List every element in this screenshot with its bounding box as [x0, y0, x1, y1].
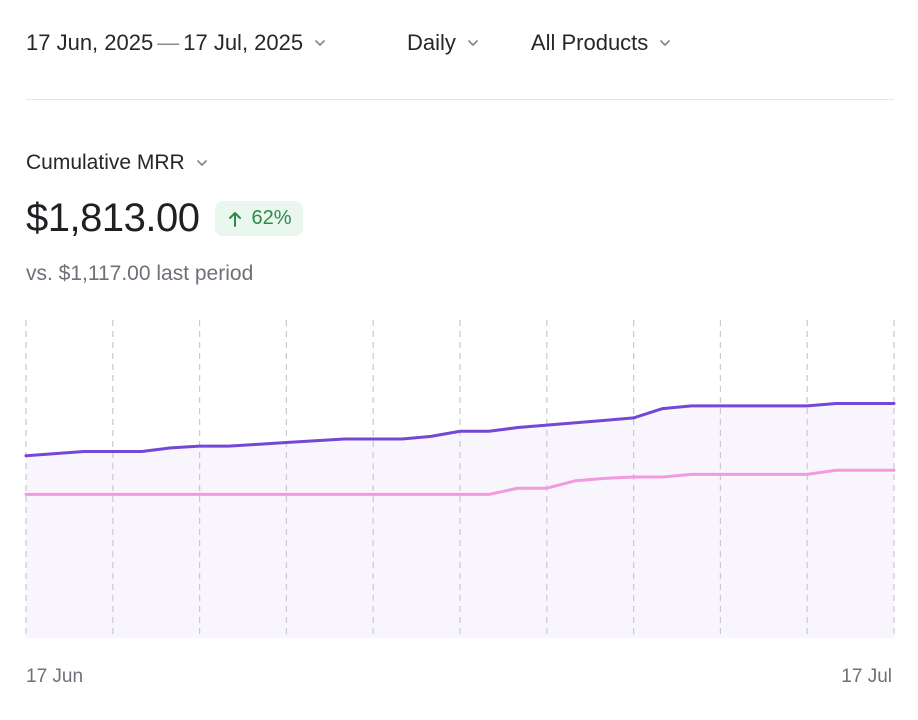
date-end: 17 Jul, 2025	[183, 30, 304, 55]
x-tick-label: 17 Jun	[26, 666, 84, 687]
date-start: 17 Jun, 2025	[26, 30, 154, 55]
filter-bar: 17 Jun, 2025 — 17 Jul, 2025 Daily All Pr…	[26, 28, 672, 58]
chevron-down-icon	[658, 36, 672, 50]
interval-label: Daily	[407, 30, 456, 55]
series-line-1	[24, 468, 896, 496]
mrr-line-chart	[24, 320, 896, 638]
change-percent: 62%	[251, 207, 292, 229]
product-select[interactable]: All Products	[531, 30, 672, 56]
change-badge: 62%	[215, 201, 304, 236]
chevron-down-icon	[313, 36, 327, 50]
comparison-text: vs. $1,117.00 last period	[26, 262, 254, 285]
metric-label: Cumulative MRR	[26, 151, 185, 174]
metric-select[interactable]: Cumulative MRR	[26, 151, 209, 175]
series-line-0	[24, 402, 896, 458]
arrow-up-icon	[227, 210, 243, 228]
date-separator: —	[157, 30, 180, 55]
interval-select[interactable]: Daily	[407, 30, 480, 56]
divider	[26, 99, 894, 100]
metric-value: $1,813.00	[26, 196, 200, 240]
date-range-picker[interactable]: 17 Jun, 2025 — 17 Jul, 2025	[26, 30, 356, 56]
chevron-down-icon	[466, 36, 480, 50]
metric-value-row: $1,813.00 62%	[26, 196, 304, 241]
product-label: All Products	[530, 30, 649, 55]
x-tick-label: 17 Jul	[841, 666, 892, 687]
chevron-down-icon	[195, 156, 209, 170]
